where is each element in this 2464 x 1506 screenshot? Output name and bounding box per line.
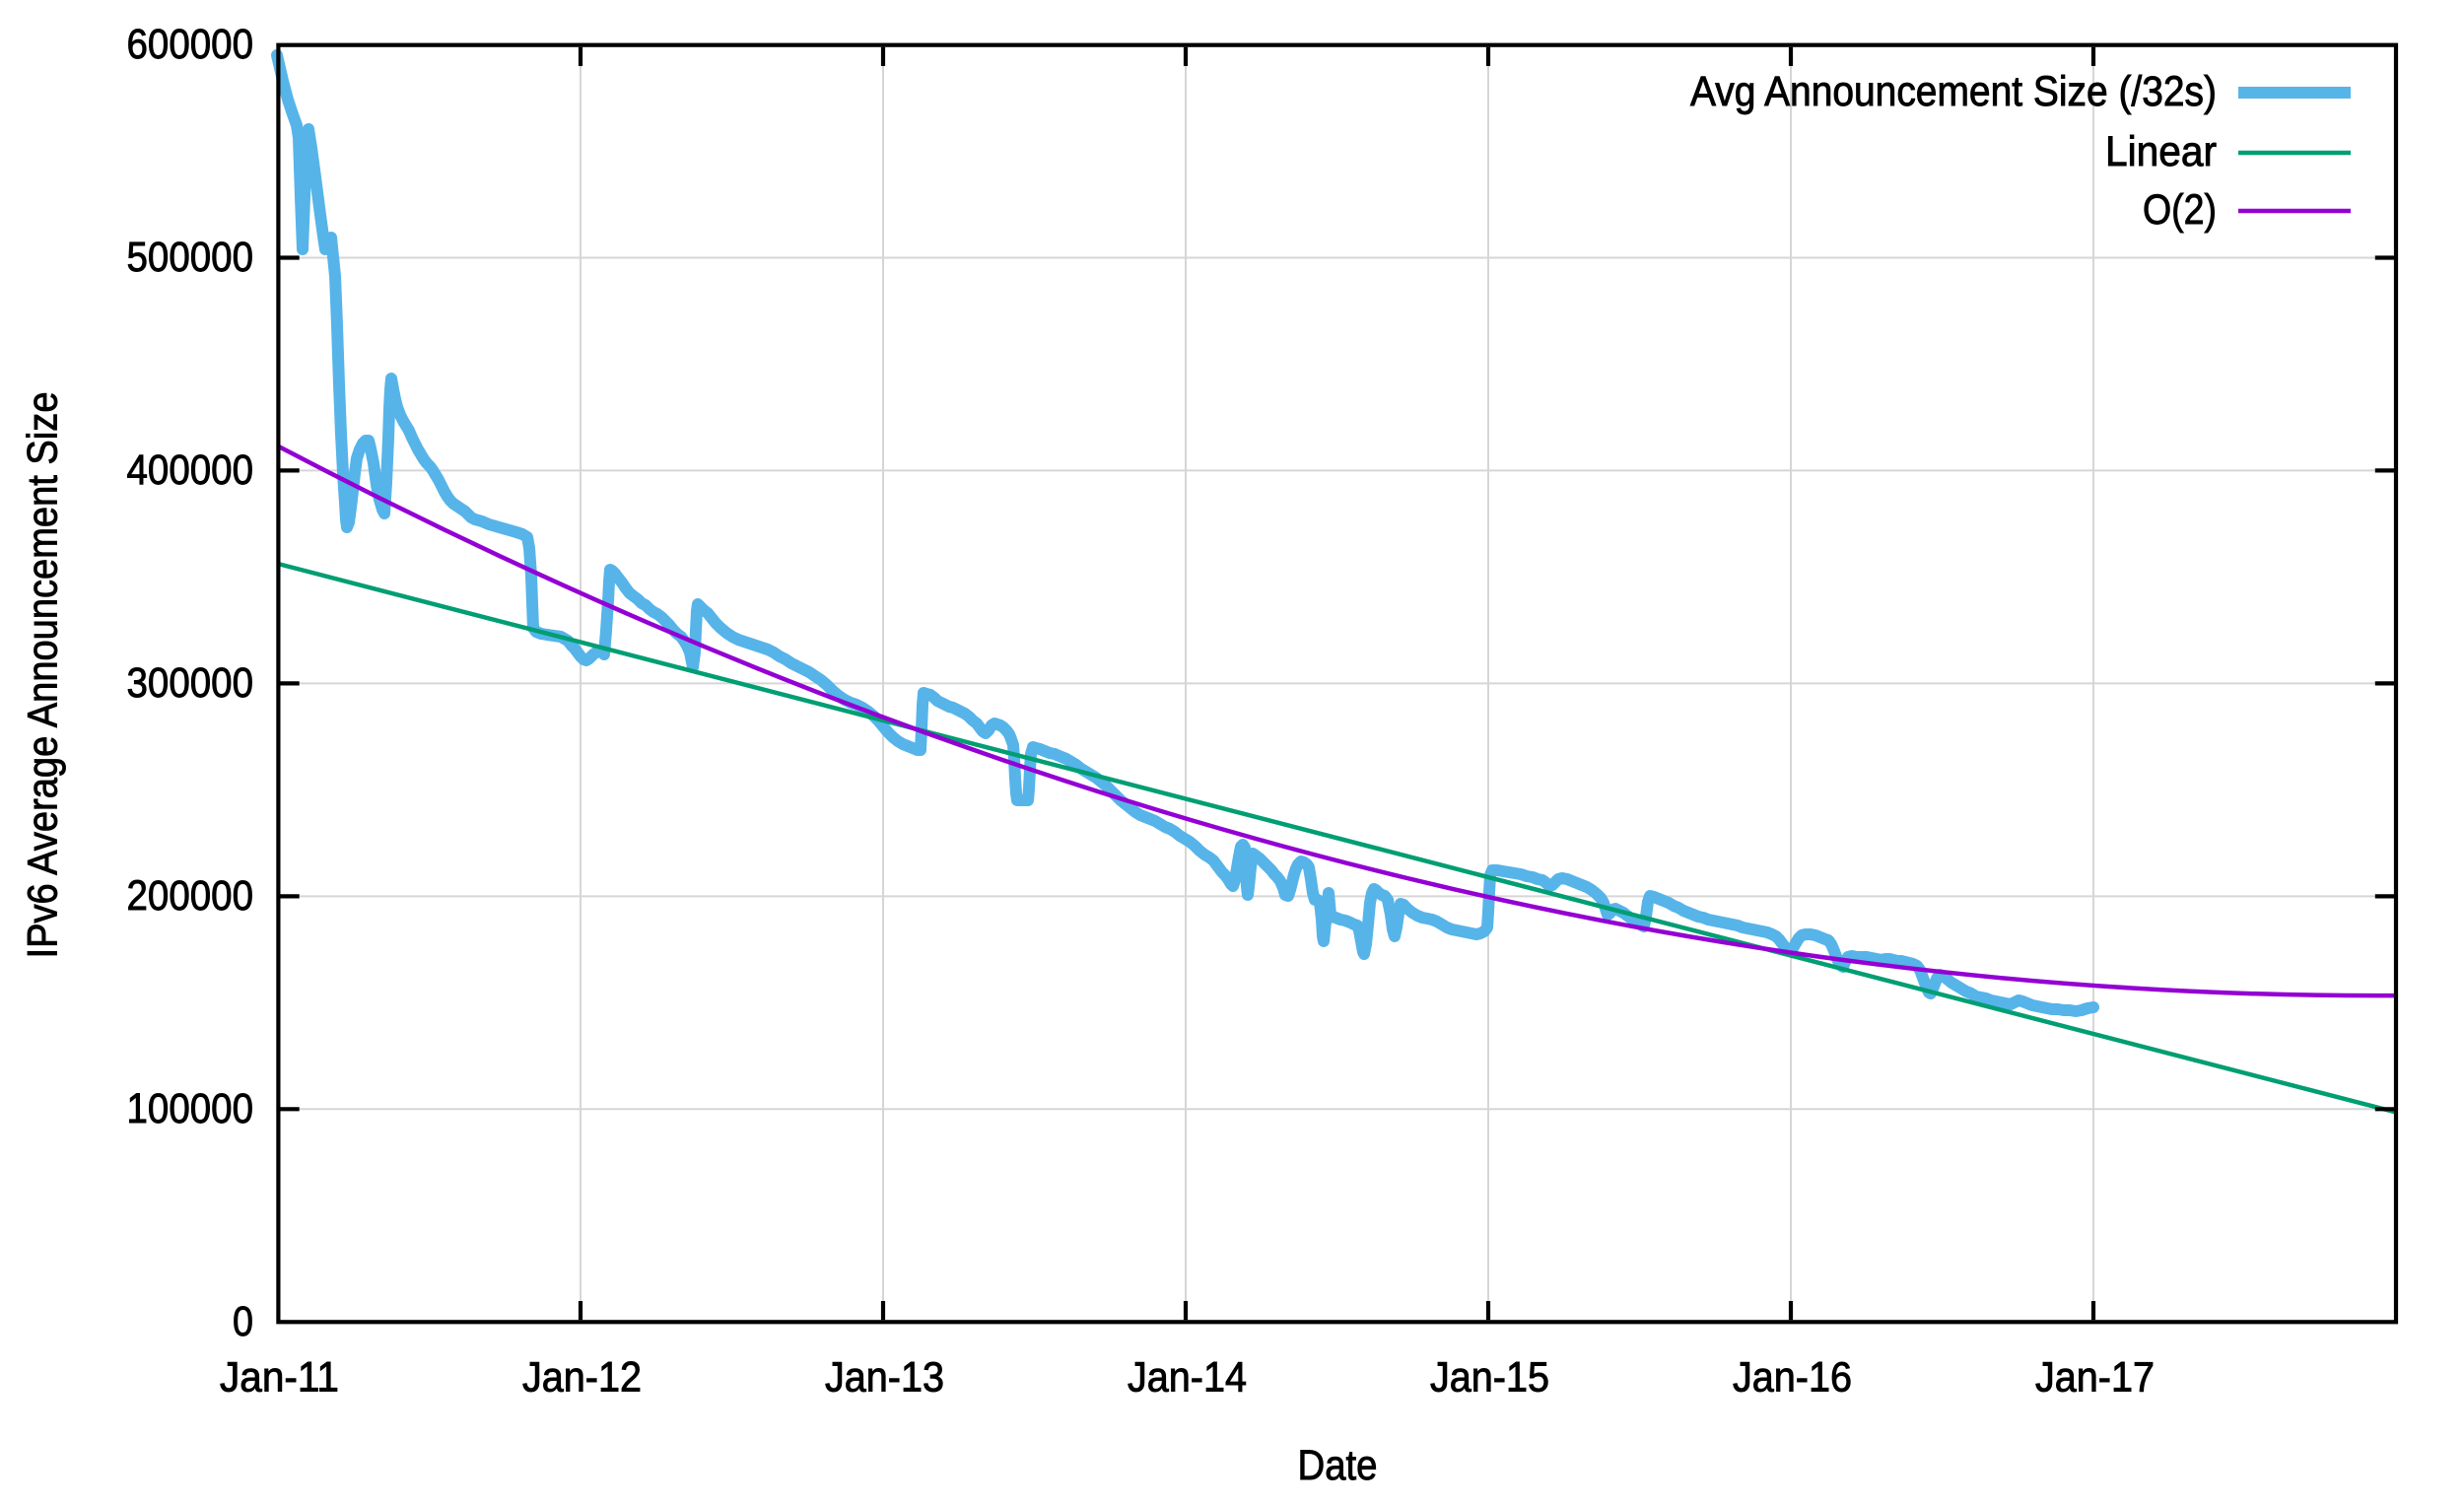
svg-text:Jan-12: Jan-12: [522, 1354, 642, 1402]
svg-text:O(2): O(2): [2143, 186, 2217, 234]
svg-text:200000: 200000: [127, 872, 254, 920]
svg-text:Jan-13: Jan-13: [825, 1354, 944, 1402]
svg-text:Jan-17: Jan-17: [2035, 1354, 2155, 1402]
svg-text:Avg Announcement Size (/32s): Avg Announcement Size (/32s): [1690, 68, 2217, 115]
svg-text:0: 0: [233, 1298, 253, 1345]
svg-text:Jan-16: Jan-16: [1733, 1354, 1852, 1402]
svg-text:300000: 300000: [127, 659, 254, 707]
svg-text:Jan-14: Jan-14: [1128, 1354, 1247, 1402]
svg-text:IPv6 Average Announcement Size: IPv6 Average Announcement Size: [20, 392, 67, 959]
svg-text:100000: 100000: [127, 1085, 254, 1132]
svg-text:500000: 500000: [127, 234, 254, 281]
svg-text:Linear: Linear: [2105, 128, 2217, 175]
svg-text:Jan-15: Jan-15: [1430, 1354, 1549, 1402]
svg-text:600000: 600000: [127, 21, 254, 68]
svg-text:Jan-11: Jan-11: [220, 1354, 339, 1402]
svg-text:400000: 400000: [127, 446, 254, 494]
svg-text:Date: Date: [1298, 1442, 1378, 1489]
